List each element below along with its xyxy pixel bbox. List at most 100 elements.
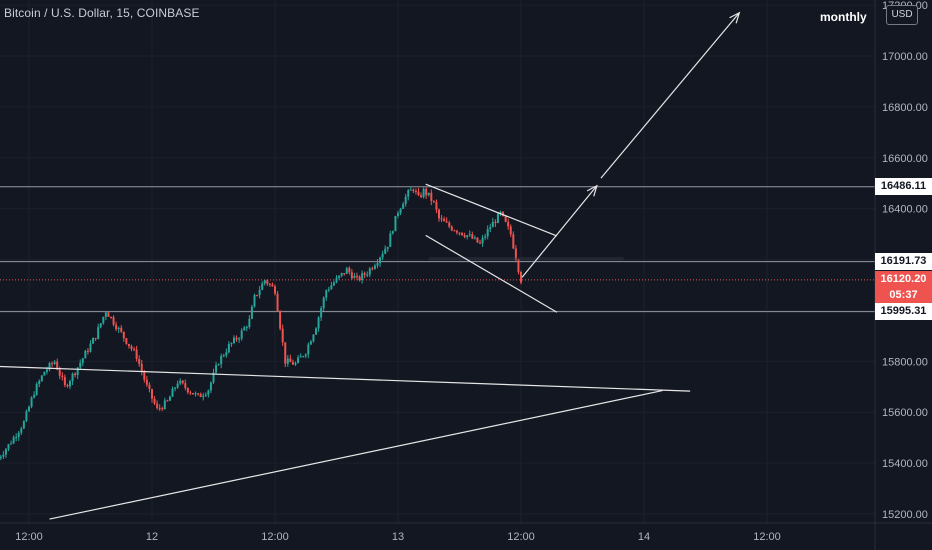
candle-body <box>156 403 159 408</box>
candle-body <box>143 371 146 380</box>
candle-body <box>92 337 95 344</box>
candle-body <box>463 235 466 237</box>
channel-upper-line <box>425 183 558 237</box>
candle-body <box>445 221 448 223</box>
candle-body <box>250 306 253 319</box>
candle-body <box>281 328 284 343</box>
candle-body <box>135 349 138 359</box>
level-price-tag: 15995.31 <box>875 303 932 321</box>
candle-body <box>332 282 335 286</box>
candle-body <box>312 334 315 342</box>
candle-body <box>384 248 387 254</box>
candle-body <box>512 234 515 249</box>
candle-body <box>184 383 187 389</box>
candle-body <box>435 201 438 210</box>
candle-body <box>266 280 269 284</box>
candle-body <box>448 222 451 227</box>
candle-body <box>148 384 151 390</box>
candle-body <box>151 389 153 399</box>
candle-body <box>122 331 125 339</box>
candle-body <box>504 215 507 222</box>
price-tick-label: 16800.00 <box>882 102 928 114</box>
candle-body <box>194 393 197 395</box>
candle-body <box>63 377 66 386</box>
candle-body <box>38 380 41 385</box>
candle-body <box>0 456 2 459</box>
bar-countdown-tag: 05:37 <box>875 286 932 304</box>
candle-body <box>412 189 415 191</box>
candle-body <box>71 373 74 382</box>
time-tick-label: 14 <box>638 531 650 543</box>
candle-body <box>414 190 417 192</box>
candle-body <box>340 272 343 276</box>
candle-body <box>409 189 412 191</box>
candle-body <box>276 293 279 312</box>
candle-body <box>145 379 148 385</box>
candle-body <box>258 289 261 296</box>
candle-body <box>33 394 36 398</box>
candle-body <box>517 259 520 273</box>
candle-body <box>166 400 169 402</box>
triangle-upper-line <box>0 365 691 392</box>
candle-body <box>53 361 56 364</box>
candle-body <box>386 246 389 249</box>
candle-body <box>189 392 192 394</box>
candle-body <box>484 236 487 238</box>
candle-body <box>268 283 271 285</box>
candle-body <box>397 213 399 216</box>
candle-body <box>315 328 317 335</box>
candle-body <box>320 308 323 318</box>
candle-body <box>102 316 105 324</box>
candle-body <box>353 275 356 279</box>
level-price-tag: 16191.73 <box>875 253 932 271</box>
projection-arrow-short <box>521 185 598 278</box>
candle-body <box>161 408 164 410</box>
candle-body <box>202 395 205 398</box>
candle-body <box>238 338 241 340</box>
candle-body <box>391 231 394 234</box>
currency-button[interactable]: USD <box>886 5 918 25</box>
candle-body <box>10 443 13 445</box>
candle-body <box>69 381 71 387</box>
candle-body <box>171 388 174 397</box>
candle-body <box>51 363 54 365</box>
candle-body <box>212 372 215 383</box>
candle-body <box>225 352 228 356</box>
candle-body <box>438 209 440 219</box>
candle-body <box>335 277 338 283</box>
candle-body <box>158 407 161 409</box>
candle-body <box>289 358 292 363</box>
candle-body <box>309 341 312 345</box>
channel-highlight <box>428 257 624 261</box>
candle-body <box>514 248 517 260</box>
candle-body <box>271 284 274 287</box>
time-tick-label: 12:00 <box>753 531 781 543</box>
time-tick-label: 12 <box>146 531 158 543</box>
candle-body <box>399 208 402 214</box>
candle-body <box>256 294 259 296</box>
trend-drawings <box>0 11 741 520</box>
candle-body <box>84 350 87 359</box>
candle-body <box>427 192 430 196</box>
candle-body <box>489 227 492 230</box>
candle-body <box>140 363 143 372</box>
candle-body <box>381 253 384 258</box>
candle-body <box>350 272 353 279</box>
candle-body <box>56 361 59 370</box>
candle-body <box>127 343 130 347</box>
candle-body <box>220 355 223 365</box>
candle-body <box>22 421 25 429</box>
time-axis-labels[interactable]: 12:00 12 12:00 13 12:00 14 12:00 <box>15 531 781 543</box>
price-tick-label: 17000.00 <box>882 51 928 63</box>
channel-lower-line <box>425 234 558 313</box>
candle-body <box>89 343 92 352</box>
candle-body <box>494 221 497 223</box>
candle-body <box>440 218 443 220</box>
candle-body <box>325 290 328 298</box>
candle-body <box>499 211 502 214</box>
candle-body <box>286 358 289 364</box>
candle-body <box>491 221 494 228</box>
candle-body <box>327 289 330 291</box>
